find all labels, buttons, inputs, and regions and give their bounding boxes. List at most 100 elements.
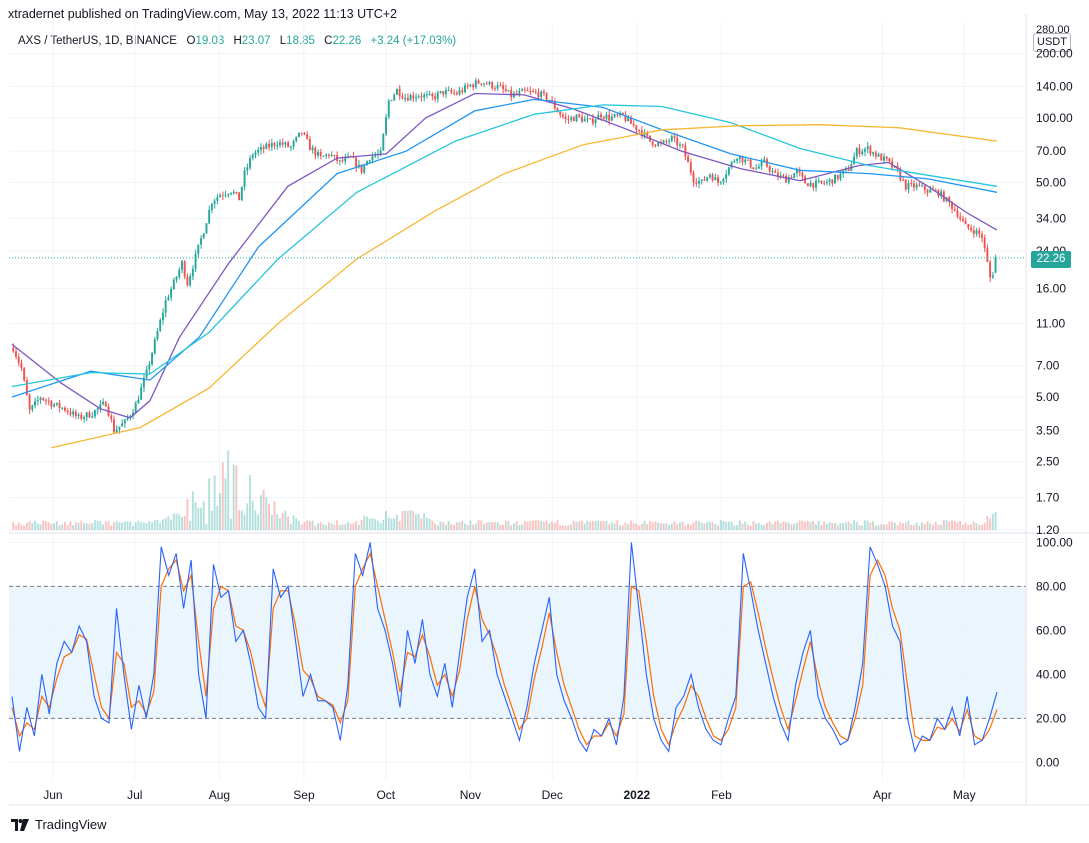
candle-body <box>518 91 521 94</box>
volume-bar <box>725 521 728 530</box>
volume-bar <box>744 521 747 530</box>
volume-bar <box>12 522 15 530</box>
candle-body <box>632 123 635 126</box>
candle-body <box>17 356 20 363</box>
candle-body <box>719 181 722 183</box>
candle-body <box>964 220 967 225</box>
candle-body <box>717 177 719 183</box>
volume-bar <box>129 521 132 530</box>
candle-body <box>36 399 39 401</box>
volume-bar <box>896 525 899 530</box>
currency-selector[interactable]: USDT <box>1033 33 1071 52</box>
candle-body <box>553 101 556 109</box>
candle-body <box>929 189 932 193</box>
volume-bar <box>602 521 605 530</box>
volume-bar <box>472 524 475 530</box>
volume-bar <box>374 518 377 530</box>
volume-bar <box>904 522 907 530</box>
candle-body <box>333 155 336 157</box>
candle-body <box>684 145 687 157</box>
candle-body <box>23 368 26 381</box>
volume-bar <box>757 523 760 530</box>
candle-body <box>542 91 545 94</box>
candle-body <box>575 114 578 122</box>
footer-brand[interactable]: TradingView <box>11 817 107 832</box>
volume-bar <box>692 522 695 530</box>
candle-body <box>317 152 319 156</box>
volume-bar <box>483 524 485 530</box>
candle-body <box>540 91 543 98</box>
volume-bar <box>238 510 241 530</box>
volume-bar <box>346 521 349 530</box>
volume-bar <box>687 523 690 530</box>
volume-bar <box>148 520 151 530</box>
moving-average-line <box>11 92 998 419</box>
candle-body <box>393 94 396 101</box>
volume-bar <box>727 521 730 530</box>
volume-bar <box>251 500 254 530</box>
volume-bar <box>717 525 719 530</box>
candle-body <box>202 233 205 239</box>
volume-bar <box>401 510 404 530</box>
candle-body <box>466 85 469 87</box>
candle-body <box>526 90 529 92</box>
candle-body <box>883 156 885 161</box>
candle-body <box>624 114 627 122</box>
candle-body <box>178 269 181 277</box>
candle-body <box>175 276 178 280</box>
volume-bar <box>665 523 668 530</box>
candle-body <box>646 132 649 136</box>
candle-body <box>629 117 632 124</box>
candle-body <box>602 117 605 119</box>
volume-bar <box>643 520 646 530</box>
candle-body <box>662 140 665 144</box>
candle-body <box>600 114 602 118</box>
time-tick-label: 2022 <box>623 788 650 802</box>
volume-bar <box>809 522 812 530</box>
volume-bar <box>959 521 962 530</box>
candle-body <box>874 152 877 157</box>
volume-bar <box>368 518 371 530</box>
volume-bar <box>948 521 951 530</box>
volume-bar <box>287 516 290 530</box>
volume-bar <box>213 475 216 530</box>
volume-bar <box>240 510 243 530</box>
candle-body <box>181 261 183 270</box>
volume-bar <box>523 521 526 530</box>
volume-bar <box>107 521 110 530</box>
moving-averages <box>9 92 1026 449</box>
candle-body <box>591 118 594 124</box>
volume-bar <box>760 524 763 530</box>
volume-bar <box>469 520 472 530</box>
time-tick-label: Oct <box>376 788 395 802</box>
candle-body <box>91 416 94 418</box>
volume-bar <box>632 523 635 530</box>
volume-bar <box>804 521 807 530</box>
candle-body <box>61 407 64 409</box>
candle-body <box>589 118 592 120</box>
volume-bar <box>208 478 211 530</box>
candle-body <box>431 93 434 97</box>
volume-bar <box>967 525 970 530</box>
stoch-k-line <box>11 542 998 754</box>
candle-body <box>741 156 744 163</box>
stoch-tick-label: 20.00 <box>1036 711 1066 725</box>
candle-body <box>904 179 907 190</box>
candle-body <box>689 162 692 173</box>
volume-bar <box>167 516 170 530</box>
symbol-name[interactable]: AXS / TetherUS, 1D, BINANCE <box>18 35 177 47</box>
candle-body <box>834 174 836 184</box>
volume-bar <box>153 520 156 530</box>
candle-body <box>53 404 56 407</box>
candle-body <box>572 117 575 122</box>
volume-bar <box>466 524 469 530</box>
volume-bar <box>545 520 548 530</box>
candle-body <box>926 190 929 193</box>
volume-bar <box>50 523 53 530</box>
candle-body <box>605 114 608 119</box>
candle-body <box>831 179 834 184</box>
time-tick-label: Apr <box>873 788 892 802</box>
volume-bar <box>619 525 622 530</box>
volume-bar <box>673 521 676 530</box>
